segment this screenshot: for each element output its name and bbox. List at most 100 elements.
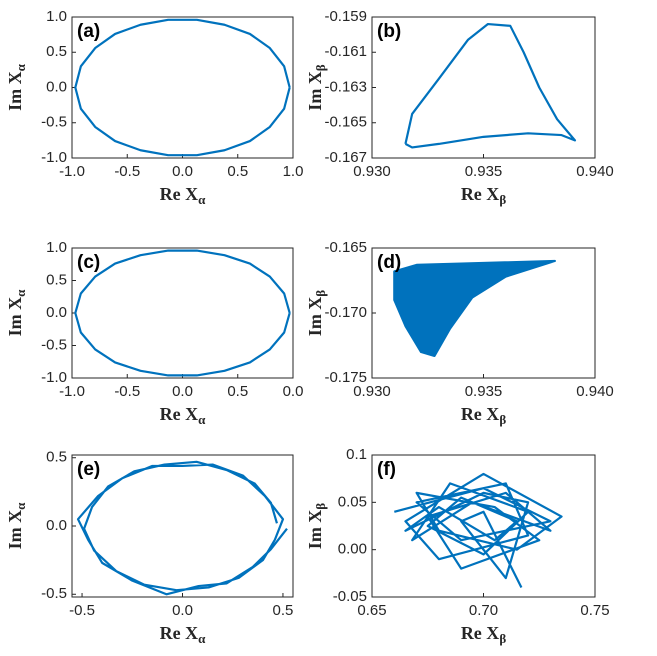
plot-area <box>71 247 294 379</box>
y-tick-label: 0.0 <box>46 304 67 321</box>
y-tick-label: 0.0 <box>46 517 67 534</box>
trajectory <box>393 259 556 357</box>
x-tick-label: 0.5 <box>227 163 248 180</box>
axis-label: Re Xα <box>160 404 207 427</box>
axis-label: Re Xβ <box>461 184 507 207</box>
y-tick-label: 0.05 <box>338 493 367 510</box>
axis-label-subscript: β <box>313 64 328 71</box>
axis-label: Im Xβ <box>305 64 328 111</box>
axis-label-subscript: β <box>313 290 328 297</box>
x-tick-label: 0.5 <box>227 383 248 400</box>
y-tick-label: 0.5 <box>46 271 67 288</box>
trajectory <box>76 460 288 596</box>
y-tick-label: -0.5 <box>41 585 67 602</box>
y-tick-label: -0.5 <box>41 114 67 131</box>
y-tick-label: -1.0 <box>41 149 67 166</box>
x-tick-label: 0.65 <box>357 602 386 619</box>
x-tick-label: -0.5 <box>69 602 95 619</box>
axis-label-text: Im X <box>305 297 325 337</box>
axis-label: Re Xα <box>160 184 207 207</box>
x-tick-label: 0.0 <box>283 383 304 400</box>
x-tick-label: 0.0 <box>172 602 193 619</box>
y-tick-label: -0.161 <box>324 43 367 60</box>
trajectory <box>404 22 577 149</box>
x-tick-label: -1.0 <box>59 163 85 180</box>
y-tick-label: -1.0 <box>41 369 67 386</box>
y-tick-label: -0.5 <box>41 336 67 353</box>
axis-label-text: Im X <box>305 71 325 111</box>
axis-label-text: Im X <box>5 510 25 550</box>
axis-label-subscript: β <box>499 631 506 646</box>
axis-label-subscript: β <box>499 412 506 427</box>
x-tick-label: 0.0 <box>172 383 193 400</box>
plot-area <box>71 16 294 159</box>
x-tick-label: 0.935 <box>465 383 503 400</box>
axis-label-subscript: β <box>313 503 328 510</box>
panel-label: (b) <box>377 21 401 42</box>
panel-label: (d) <box>377 252 401 273</box>
axis-label-text: Im X <box>5 297 25 337</box>
axis-label: Im Xα <box>5 502 28 550</box>
y-tick-label: -0.163 <box>324 78 367 95</box>
x-tick-label: 0.75 <box>580 602 609 619</box>
y-tick-label: 1.0 <box>46 239 67 256</box>
axis-label-subscript: α <box>198 412 206 427</box>
panel-label: (e) <box>77 459 100 480</box>
axis-label: Im Xβ <box>305 503 328 550</box>
axis-label-text: Re X <box>160 184 199 204</box>
x-tick-label: 0.0 <box>172 163 193 180</box>
y-tick-label: 0.5 <box>46 449 67 466</box>
x-tick-label: 0.70 <box>469 602 498 619</box>
panel-label: (f) <box>377 459 396 480</box>
x-tick-label: 0.940 <box>576 163 614 180</box>
axis-label-text: Re X <box>160 623 199 643</box>
y-tick-label: 0.0 <box>46 78 67 95</box>
axis-label-subscript: α <box>13 63 28 71</box>
axis-label-text: Re X <box>461 623 500 643</box>
panel-label: (c) <box>77 252 100 273</box>
trajectory <box>74 249 291 377</box>
axis-label: Im Xα <box>5 289 28 337</box>
y-tick-label: -0.165 <box>324 239 367 256</box>
axis-label-text: Re X <box>461 184 500 204</box>
x-tick-label: 0.5 <box>273 602 294 619</box>
plot-area <box>371 454 596 598</box>
x-tick-label: -1.0 <box>59 383 85 400</box>
x-tick-label: 0.930 <box>353 383 391 400</box>
x-tick-label: -0.5 <box>114 383 140 400</box>
x-tick-label: 1.0 <box>283 163 304 180</box>
y-tick-label: 1.0 <box>46 8 67 25</box>
y-tick-label: -0.170 <box>324 304 367 321</box>
y-tick-label: -0.167 <box>324 149 367 166</box>
axis-label-text: Im X <box>5 71 25 111</box>
y-tick-label: -0.165 <box>324 114 367 131</box>
plot-area <box>71 454 294 598</box>
axis-label-subscript: α <box>13 502 28 510</box>
y-tick-label: 0.1 <box>346 446 367 463</box>
axis-label: Re Xβ <box>461 404 507 427</box>
y-tick-label: -0.175 <box>324 369 367 386</box>
x-tick-label: 0.935 <box>465 163 503 180</box>
panel-label: (a) <box>77 21 100 42</box>
axis-label: Re Xβ <box>461 623 507 646</box>
axis-label-text: Re X <box>461 404 500 424</box>
axis-label-subscript: α <box>198 631 206 646</box>
axis-label-subscript: α <box>13 289 28 297</box>
axis-label: Im Xα <box>5 63 28 111</box>
trajectory <box>394 472 563 589</box>
axis-label-text: Im X <box>305 510 325 550</box>
y-tick-label: -0.159 <box>324 8 367 25</box>
axis-label-subscript: α <box>198 192 206 207</box>
trajectory <box>74 18 291 157</box>
y-tick-label: 0.00 <box>338 541 367 558</box>
axis-label: Im Xβ <box>305 290 328 337</box>
axis-label: Re Xα <box>160 623 207 646</box>
axis-label-text: Re X <box>160 404 199 424</box>
x-tick-label: -0.5 <box>114 163 140 180</box>
y-tick-label: 0.5 <box>46 43 67 60</box>
x-tick-label: 0.930 <box>353 163 391 180</box>
axis-label-subscript: β <box>499 192 506 207</box>
x-tick-label: 0.940 <box>576 383 614 400</box>
y-tick-label: -0.05 <box>333 588 367 605</box>
